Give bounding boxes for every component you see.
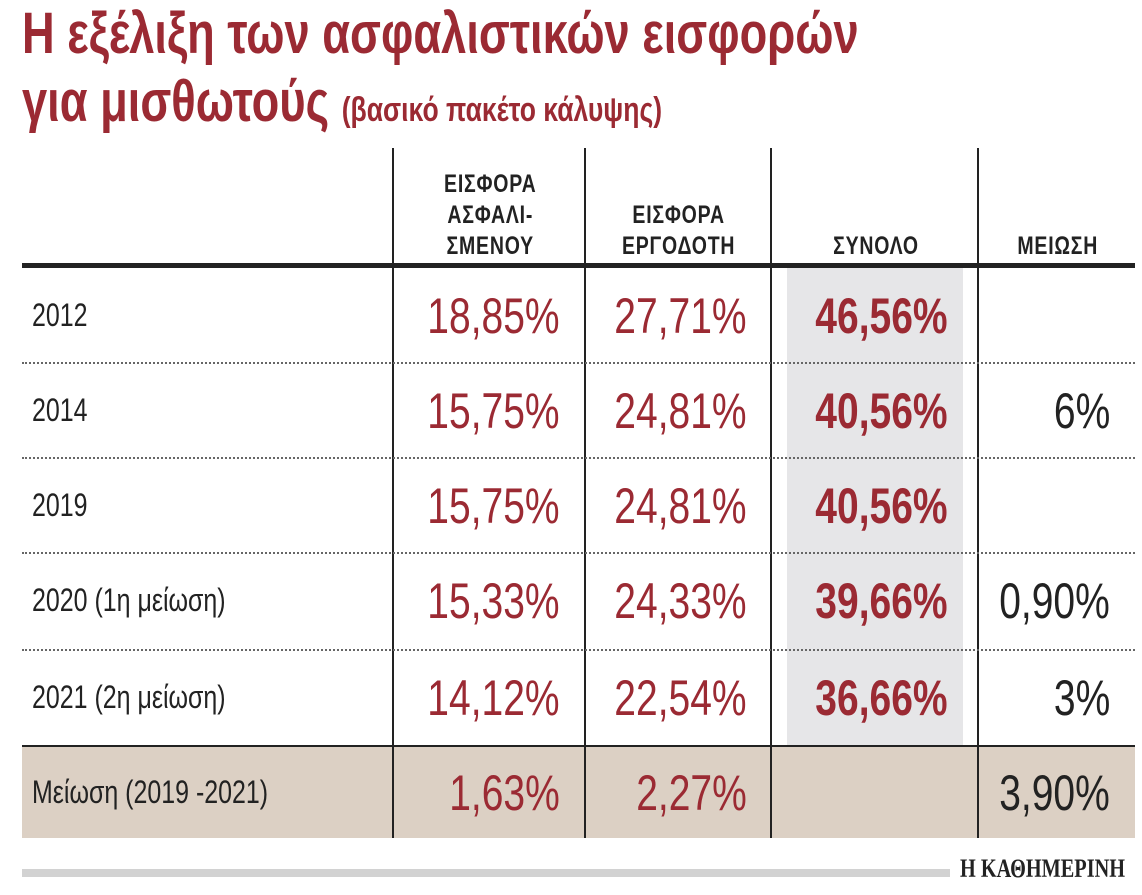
- employer-value: 27,71%: [614, 287, 747, 344]
- column-divider: [977, 148, 979, 838]
- employee-value: 1,63%: [449, 764, 560, 821]
- employer-value: 24,81%: [614, 477, 747, 534]
- employee-value: 15,75%: [427, 477, 560, 534]
- title-line-2: για μισθωτούς (βασικό πακέτο κάλυψης): [22, 68, 843, 135]
- row-label: Μείωση (2019 -2021): [32, 774, 269, 810]
- row-label: 2021 (2η μείωση): [32, 679, 226, 715]
- header-total: ΣΥΝΟΛΟ: [832, 232, 919, 260]
- employer-value: 24,33%: [614, 572, 747, 629]
- row-label: 2014: [32, 392, 88, 428]
- header-divider: [22, 263, 1135, 268]
- row-label: 2019: [32, 487, 88, 523]
- employer-value: 24,81%: [614, 382, 747, 439]
- title-line-2-text: για μισθωτούς: [22, 69, 330, 134]
- subtitle: (βασικό πακέτο κάλυψης): [341, 91, 663, 129]
- total-value: [773, 747, 948, 838]
- source-logo: Η ΚΑΘΗΜΕΡΙΝΗ: [960, 854, 1126, 883]
- employee-value: 15,75%: [427, 382, 560, 439]
- header-reduction: ΜΕΙΩΣΗ: [1017, 232, 1098, 260]
- reduction-value: 3,90%: [999, 764, 1110, 821]
- column-divider: [584, 148, 586, 838]
- employer-value: 22,54%: [614, 669, 747, 726]
- row-divider: [22, 457, 1135, 459]
- row-label: 2012: [32, 297, 88, 333]
- column-divider: [770, 148, 772, 838]
- row-divider: [22, 649, 1135, 651]
- summary-row-background: [22, 747, 1135, 838]
- reduction-value: 3%: [1053, 669, 1110, 726]
- header-employer: ΕΙΣΦΟΡΑ ΕΡΓΟΔΟΤΗ: [622, 201, 736, 260]
- total-value: 40,56%: [815, 477, 948, 534]
- employee-value: 18,85%: [427, 287, 560, 344]
- reduction-value: 6%: [1053, 382, 1110, 439]
- total-value: 39,66%: [815, 572, 948, 629]
- reduction-value: [980, 268, 1110, 363]
- employee-value: 15,33%: [427, 572, 560, 629]
- column-divider: [392, 148, 394, 838]
- row-divider: [22, 362, 1135, 364]
- row-divider: [22, 552, 1135, 554]
- reduction-value: 0,90%: [999, 572, 1110, 629]
- employer-value: 2,27%: [636, 764, 747, 821]
- title: Η εξέλιξη των ασφαλιστικών εισφορών: [22, 1, 859, 66]
- row-label: 2020 (1η μείωση): [32, 582, 226, 618]
- total-value: 40,56%: [815, 382, 948, 439]
- header-employee: ΕΙΣΦΟΡΑ ΑΣΦΑΛΙ- ΣΜΕΝΟΥ: [443, 170, 537, 260]
- reduction-value: [980, 458, 1110, 553]
- summary-divider: [22, 745, 1135, 747]
- total-value: 46,56%: [815, 287, 948, 344]
- total-value: 36,66%: [815, 669, 948, 726]
- employee-value: 14,12%: [427, 669, 560, 726]
- footer-bar: [22, 869, 950, 877]
